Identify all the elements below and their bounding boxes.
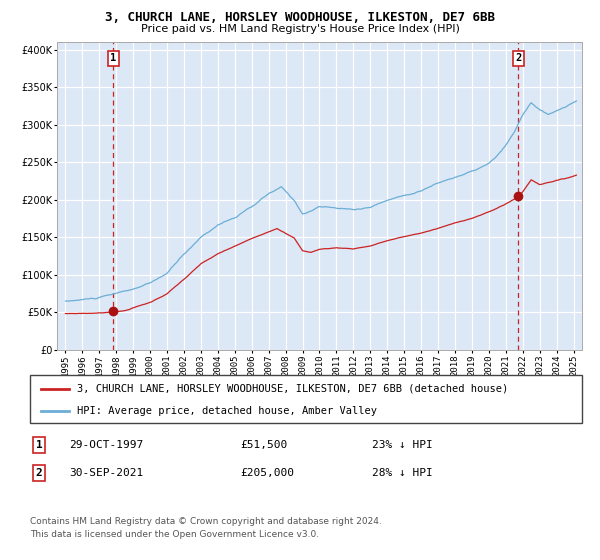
Text: 2: 2 — [35, 468, 43, 478]
Text: Price paid vs. HM Land Registry's House Price Index (HPI): Price paid vs. HM Land Registry's House … — [140, 24, 460, 34]
Text: 23% ↓ HPI: 23% ↓ HPI — [372, 440, 433, 450]
Text: 30-SEP-2021: 30-SEP-2021 — [69, 468, 143, 478]
Text: Contains HM Land Registry data © Crown copyright and database right 2024.: Contains HM Land Registry data © Crown c… — [30, 517, 382, 526]
Text: 3, CHURCH LANE, HORSLEY WOODHOUSE, ILKESTON, DE7 6BB: 3, CHURCH LANE, HORSLEY WOODHOUSE, ILKES… — [105, 11, 495, 24]
Text: 28% ↓ HPI: 28% ↓ HPI — [372, 468, 433, 478]
Text: £51,500: £51,500 — [240, 440, 287, 450]
Text: 2: 2 — [515, 53, 521, 63]
Text: 3, CHURCH LANE, HORSLEY WOODHOUSE, ILKESTON, DE7 6BB (detached house): 3, CHURCH LANE, HORSLEY WOODHOUSE, ILKES… — [77, 384, 508, 394]
Text: 29-OCT-1997: 29-OCT-1997 — [69, 440, 143, 450]
Text: 1: 1 — [35, 440, 43, 450]
FancyBboxPatch shape — [30, 375, 582, 423]
Text: This data is licensed under the Open Government Licence v3.0.: This data is licensed under the Open Gov… — [30, 530, 319, 539]
Text: 1: 1 — [110, 53, 116, 63]
Text: HPI: Average price, detached house, Amber Valley: HPI: Average price, detached house, Ambe… — [77, 406, 377, 416]
Text: £205,000: £205,000 — [240, 468, 294, 478]
